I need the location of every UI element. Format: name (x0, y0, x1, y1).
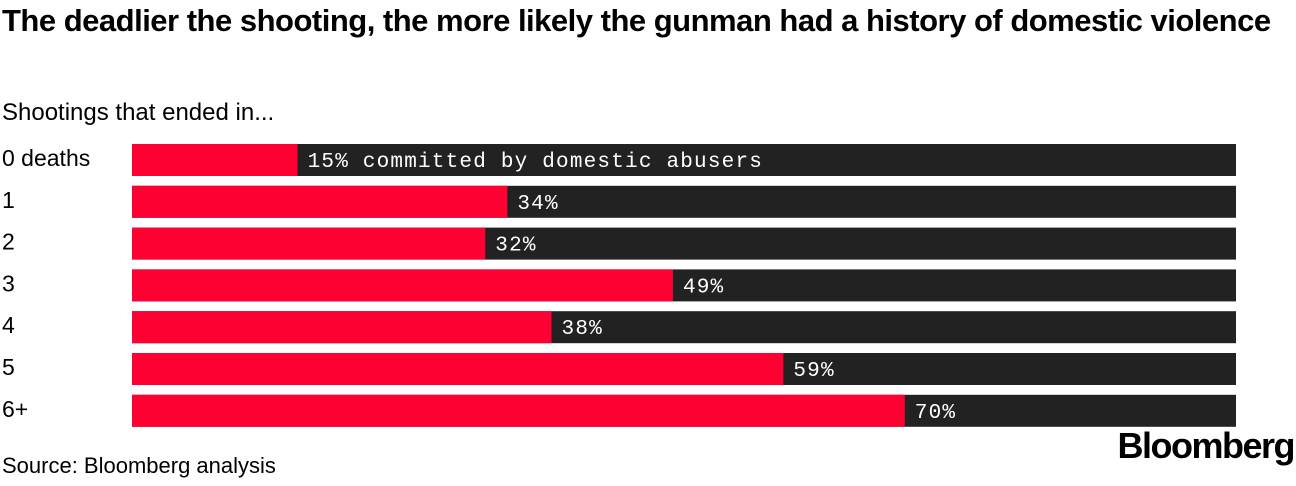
bar-chart: 0 deaths 15% committed by domestic abuser… (2, 144, 1236, 427)
data-label: 32% (495, 235, 536, 258)
bar-value (132, 227, 486, 260)
chart-title: The deadlier the shooting, the more like… (2, 3, 1271, 38)
category-label: 1 (2, 187, 15, 213)
chart-subtitle: Shootings that ended in... (2, 99, 275, 126)
bar-value (132, 144, 298, 176)
source-note: Source: Bloomberg analysis (2, 453, 276, 478)
category-label: 3 (2, 270, 15, 296)
data-label: 49% (683, 276, 724, 299)
category-label: 0 deaths (2, 145, 90, 171)
data-label: 70% (915, 402, 956, 425)
category-label: 5 (2, 354, 15, 380)
data-label: 38% (562, 318, 603, 341)
data-label: 34% (517, 193, 558, 216)
category-label: 2 (2, 229, 15, 255)
data-label: 59% (793, 360, 834, 383)
category-label: 4 (2, 312, 15, 338)
bar-value (132, 394, 905, 427)
bar-value (132, 269, 673, 302)
data-label: 15% committed by domestic abusers (308, 151, 763, 174)
bar-remainder (132, 144, 1236, 176)
category-label: 6+ (2, 396, 28, 422)
bar-value (132, 353, 784, 385)
bloomberg-logo: Bloomberg (1117, 425, 1295, 466)
bar-value (132, 185, 508, 218)
bar-value (132, 311, 552, 344)
